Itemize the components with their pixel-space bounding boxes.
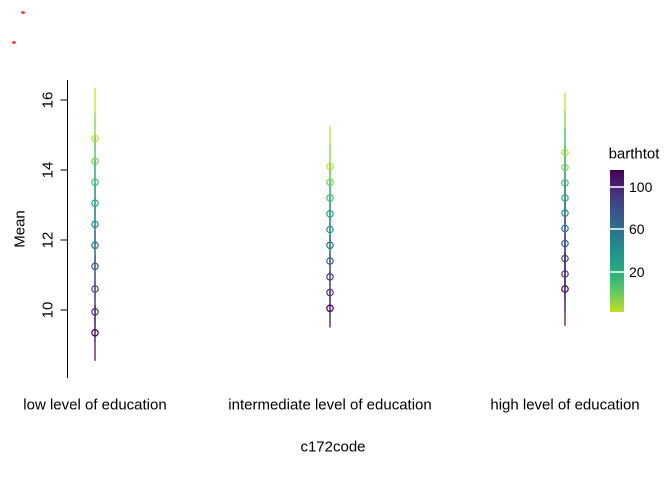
mean-point xyxy=(561,285,569,293)
mean-point xyxy=(91,285,99,293)
mean-point xyxy=(91,134,99,143)
legend-tick-label: 20 xyxy=(629,264,645,280)
mean-point xyxy=(91,328,99,337)
mean-point xyxy=(561,148,569,157)
legend-tick-label: 60 xyxy=(629,221,645,237)
mean-point xyxy=(561,254,569,263)
mean-point xyxy=(91,307,99,316)
red-speck xyxy=(21,11,25,14)
x-axis-title: c172code xyxy=(300,438,366,456)
series-layer xyxy=(91,87,569,361)
x-category-label-high: high level of education xyxy=(490,396,640,414)
red-speck xyxy=(12,41,16,44)
mean-point xyxy=(561,194,569,202)
mean-point xyxy=(326,225,334,234)
mean-point xyxy=(561,209,569,217)
y-axis-title: Mean xyxy=(11,210,29,248)
mean-point xyxy=(326,162,334,171)
mean-point xyxy=(91,220,99,229)
x-category-label-low: low level of education xyxy=(23,396,167,414)
mean-point xyxy=(91,241,99,250)
mean-point xyxy=(326,241,334,250)
y-tick-label: 12 xyxy=(39,231,57,249)
legend-tick-label: 100 xyxy=(629,179,653,195)
y-tick-label: 14 xyxy=(39,161,57,179)
legend-colorbar xyxy=(610,170,624,312)
mean-point xyxy=(326,178,334,187)
mean-point xyxy=(91,157,99,166)
mean-point xyxy=(561,163,569,172)
y-tick-label: 10 xyxy=(39,301,57,319)
mean-point xyxy=(326,288,334,297)
mean-point xyxy=(91,199,99,208)
mean-point xyxy=(561,239,569,248)
x-category-label-intermediate: intermediate level of education xyxy=(228,396,432,414)
mean-point xyxy=(326,272,334,281)
mean-point xyxy=(91,262,99,271)
mean-point xyxy=(326,304,334,313)
legend-colorbar-layer xyxy=(610,170,624,312)
mean-point xyxy=(326,194,334,202)
y-axis xyxy=(60,80,68,378)
legend-title: barthtot xyxy=(608,145,660,163)
mean-point xyxy=(561,179,569,187)
mean-point xyxy=(326,257,334,265)
mean-point xyxy=(561,224,569,233)
y-tick-label: 16 xyxy=(39,91,57,109)
mean-point xyxy=(91,178,99,187)
mean-point xyxy=(561,270,569,278)
mean-point xyxy=(326,210,334,218)
